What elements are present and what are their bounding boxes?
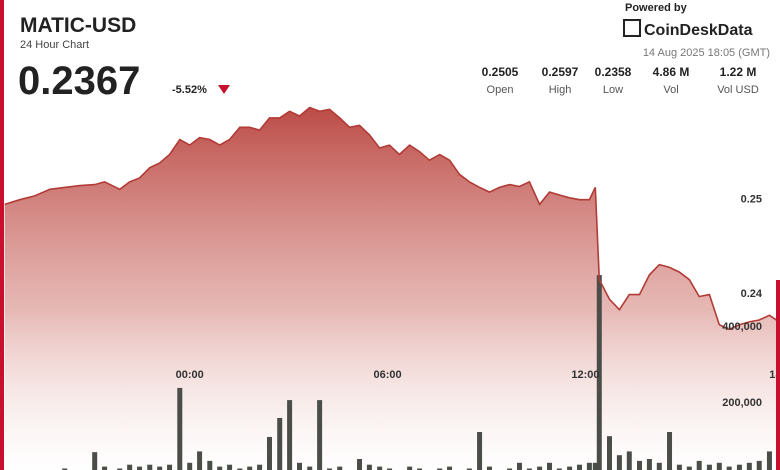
x-tick-label: 18:00 [769,369,780,381]
volume-bar [596,275,602,470]
volume-bar [437,468,443,470]
brand-logo [623,19,641,37]
volume-bar [407,466,413,470]
volume-bar [526,468,532,470]
brand: CoinDeskData [644,22,753,39]
volume-bar [756,460,762,470]
volume-bar [317,400,323,470]
stat-label: Low [603,84,623,96]
stat-value: 0.2358 [595,65,632,79]
volume-bar [266,436,272,470]
volume-bar [592,462,598,470]
volume-bar [62,468,68,470]
stat-value: 0.2505 [482,65,519,79]
volume-bar [486,466,492,470]
y-tick-label: 0.25 [741,194,762,206]
volume-bar [207,460,213,470]
volume-bar [147,464,153,470]
volume-bar [337,466,343,470]
volume-bar [736,464,742,470]
volume-bar [127,464,133,470]
volume-bar [117,468,123,470]
change: -5.52% [172,84,207,96]
volume-bar [307,466,313,470]
volume-bar [137,466,143,470]
stat-value: 4.86 M [653,65,690,79]
powered-by: Powered by [625,2,688,14]
volume-bar [277,417,283,470]
volume-bar [257,464,263,470]
volume-bar [567,466,573,470]
volume-bar [237,468,243,470]
stat-value: 0.2597 [542,65,579,79]
volume-bar [177,387,183,470]
frame-right [776,280,780,470]
volume-bar [676,464,682,470]
volume-bar [187,462,193,470]
price-line [4,106,780,331]
x-tick-label: 06:00 [373,369,401,381]
volume-bar [637,460,643,470]
volume-bar [477,432,483,470]
volume-bar [507,468,513,470]
volume-bar [247,466,253,470]
volume-bar [726,466,732,470]
volume-bar [686,466,692,470]
volume-bar [387,468,393,470]
volume-bar [646,458,652,470]
volume-bar [746,462,752,470]
stat-label: Vol [663,84,678,96]
volume-bar [607,436,612,470]
volume-bar [516,462,522,470]
timestamp: 14 Aug 2025 18:05 (GMT) [643,47,770,59]
volume-bar [417,468,423,470]
volume-bar [377,466,383,470]
volume-bar [92,452,98,470]
volume-bar [227,464,233,470]
volume-bar [466,468,472,470]
volume-bar [556,468,562,470]
stat-value: 1.22 M [720,65,757,79]
volume-bar [357,458,363,470]
volume-bar [287,400,293,470]
frame-left [0,0,4,470]
x-tick-label: 12:00 [571,369,599,381]
stat-label: Open [487,84,514,96]
volume-bar [167,464,173,470]
volume-bar [157,466,163,470]
x-tick-label: 00:00 [176,369,204,381]
volume-bar [197,451,203,470]
volume-bar [327,468,333,470]
volume-bar [667,432,673,470]
volume-bar [616,455,622,470]
stat-label: High [549,84,572,96]
symbol: MATIC-USD [20,14,136,37]
subtitle: 24 Hour Chart [20,39,89,51]
volume-bar [366,464,372,470]
price: 0.2367 [18,59,140,103]
volume-bar [626,451,632,470]
volume-bar [546,462,552,470]
area [4,107,780,470]
volume-bar [656,462,662,470]
y2-tick-label: 200,000 [722,397,762,409]
volume-bar [297,462,302,470]
volume-bar [447,466,453,470]
volume-bar [716,462,722,470]
y2-tick-label: 400,000 [722,321,762,333]
volume-bar [586,462,592,470]
stat-label: Vol USD [717,84,759,96]
volume-bar [696,460,702,470]
y-tick-label: 0.24 [741,288,763,300]
volume-bar [217,466,223,470]
volume-bar [102,466,108,470]
volume-bar [766,451,772,470]
down-arrow [218,85,230,94]
volume-bar [537,466,543,470]
volume-bar [576,464,582,470]
volume-bar [706,464,712,470]
